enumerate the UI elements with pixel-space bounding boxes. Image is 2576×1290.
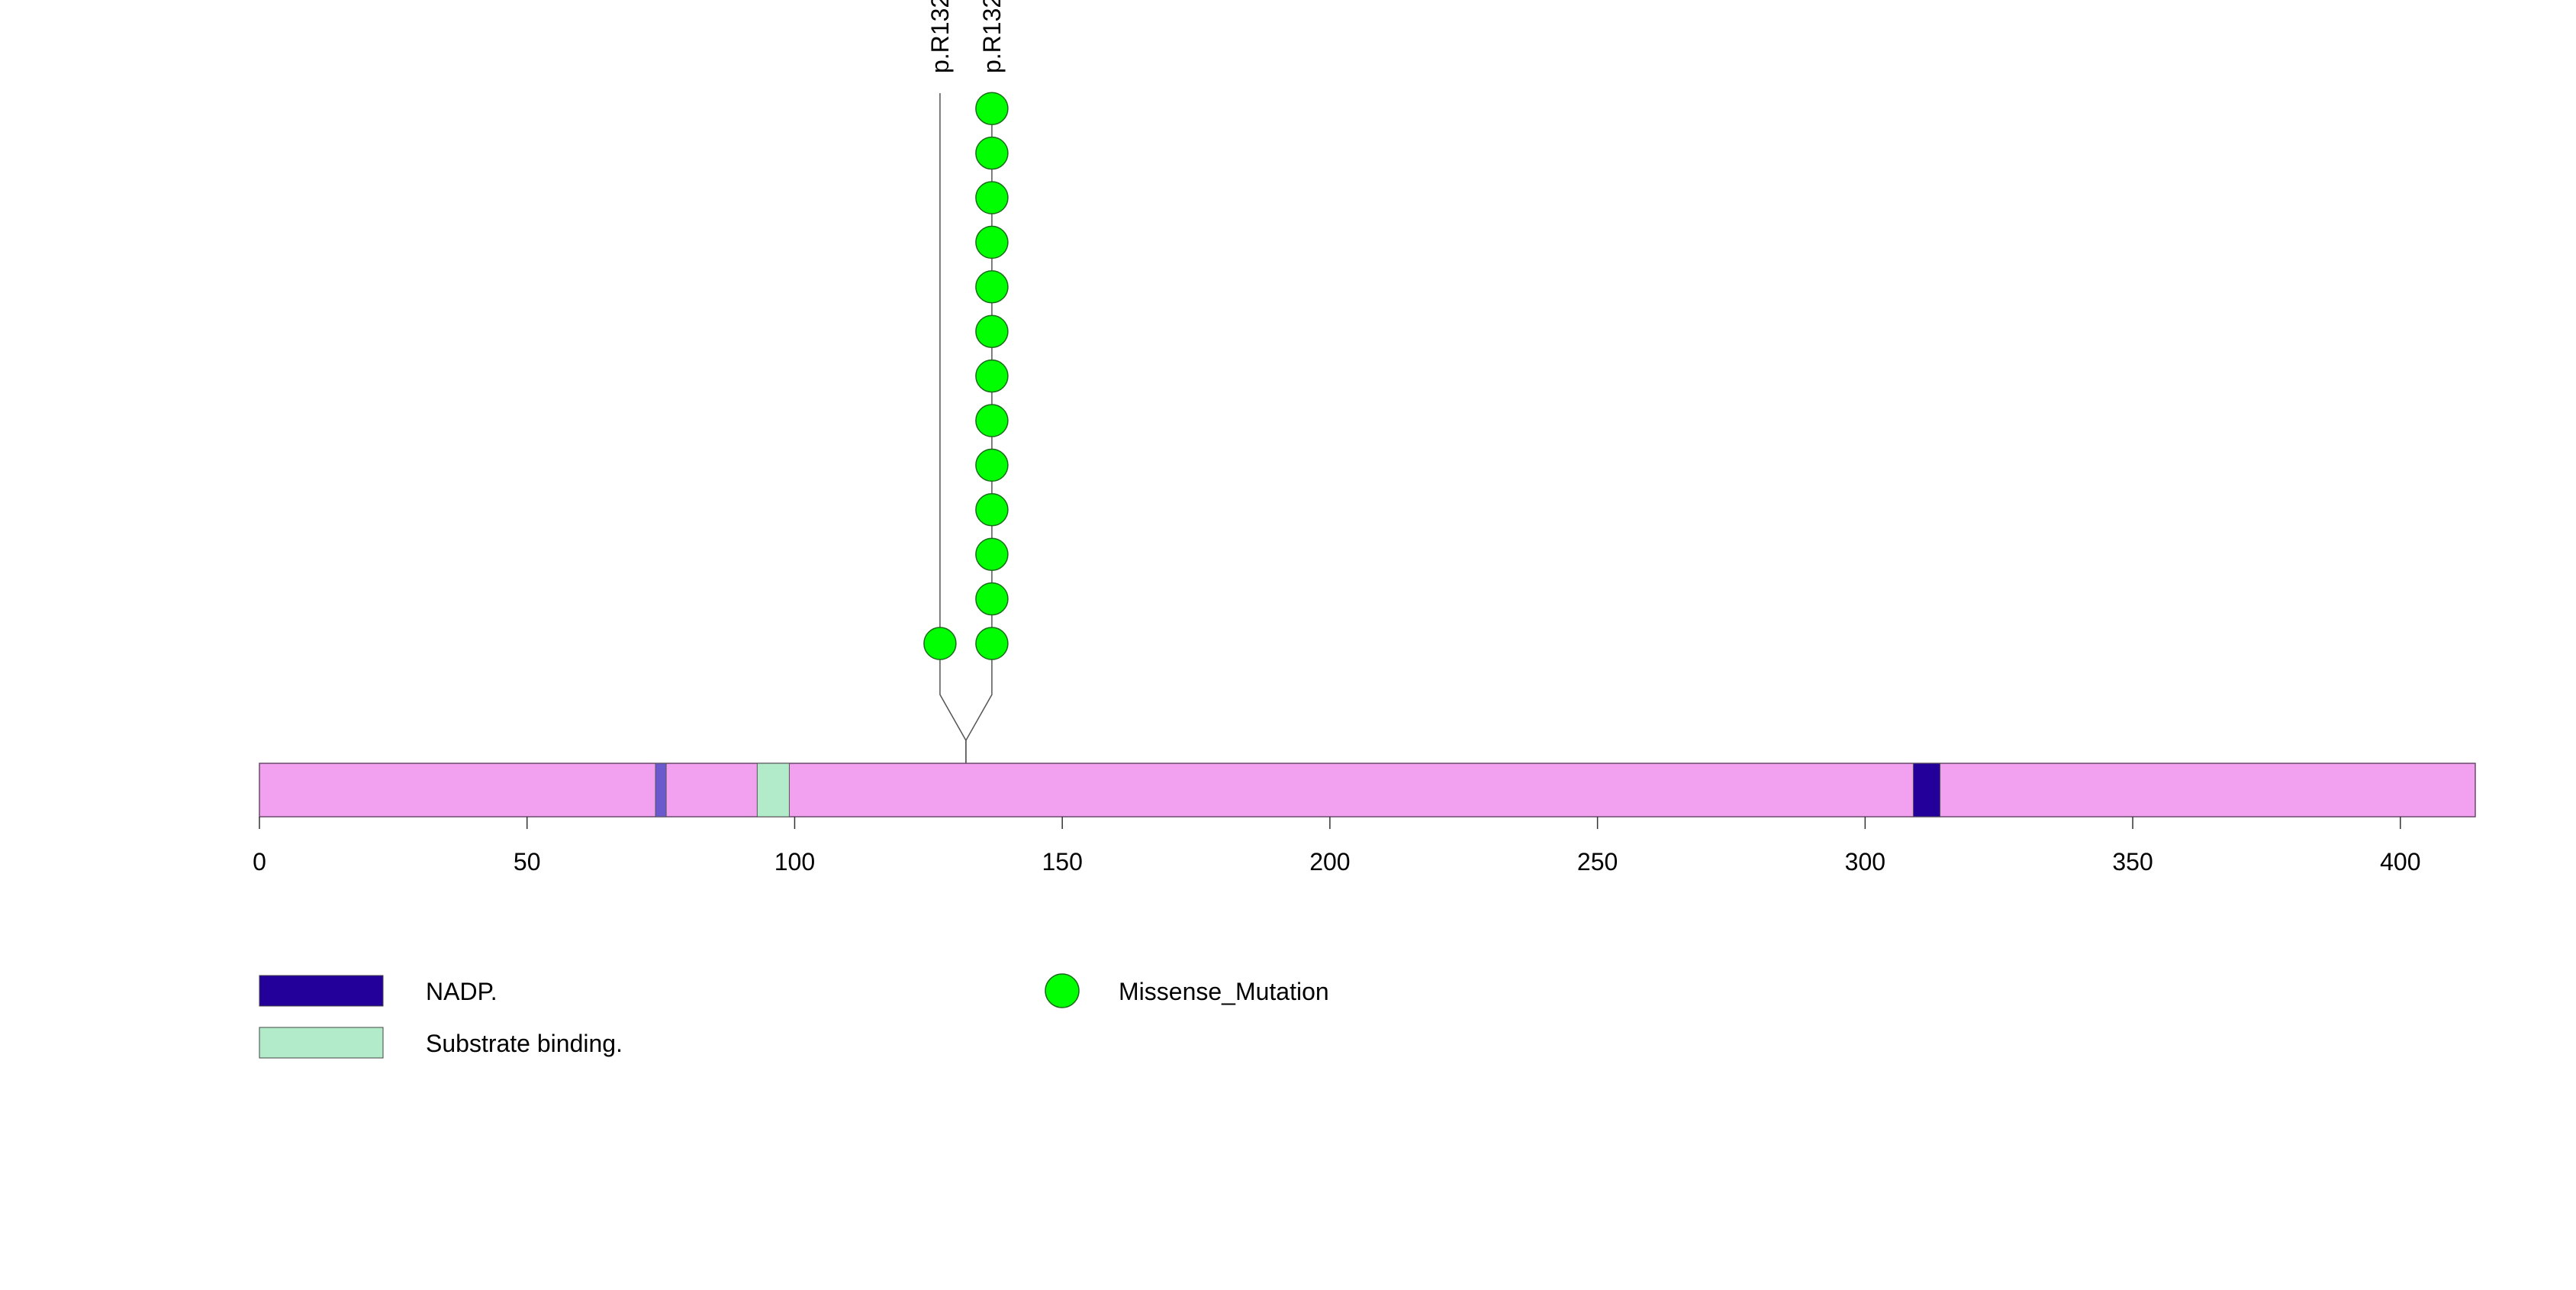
legend-label: NADP. [426,978,497,1005]
mutation-dot [975,92,1009,125]
legend-swatch [259,1027,384,1059]
mutation-dot [975,582,1009,616]
mutation-label: p.R132 [926,0,954,73]
mutation-stem [965,93,993,763]
mutation-dot [975,136,1009,170]
x-tick-label: 100 [774,848,815,876]
x-tick-label: 200 [1309,848,1350,876]
domain-2 [1912,763,1941,818]
legend-label: Substrate binding. [426,1030,623,1057]
x-tick-label: 250 [1577,848,1618,876]
mutation-stem [939,93,967,763]
legend-label: Missense_Mutation [1119,978,1329,1005]
mutation-dot [975,627,1009,660]
x-tick-label: 0 [253,848,266,876]
mutation-dots [923,92,1009,660]
mutation-dot [975,493,1009,527]
mutation-labels: p.R132 p.R132 [926,0,1006,73]
domain-1 [756,763,790,818]
mutation-dot [975,404,1009,437]
mutation-stems [939,93,993,763]
legend: NADP. Substrate binding. Missense_Mutation [259,973,1329,1059]
legend-dot [1045,973,1080,1008]
x-tick-label: 400 [2380,848,2420,876]
protein-backbone-layer [259,763,2476,818]
domain-0 [655,763,667,818]
mutation-dot [975,181,1009,214]
mutation-label: p.R132 [978,0,1006,73]
x-tick-label: 50 [514,848,541,876]
x-axis: 0 50 100 150 200 250 300 350 400 [253,817,2420,876]
mutation-dot [975,537,1009,571]
legend-swatch [259,975,384,1007]
mutation-dot [975,270,1009,304]
x-tick-label: 350 [2112,848,2153,876]
x-tick-label: 150 [1042,848,1082,876]
protein-backbone [259,763,2476,818]
mutation-dot [975,225,1009,260]
mutation-dot [975,448,1009,482]
mutation-dot [975,359,1009,393]
mutation-dot [923,627,957,660]
x-tick-label: 300 [1845,848,1885,876]
mutation-dot [975,314,1009,348]
